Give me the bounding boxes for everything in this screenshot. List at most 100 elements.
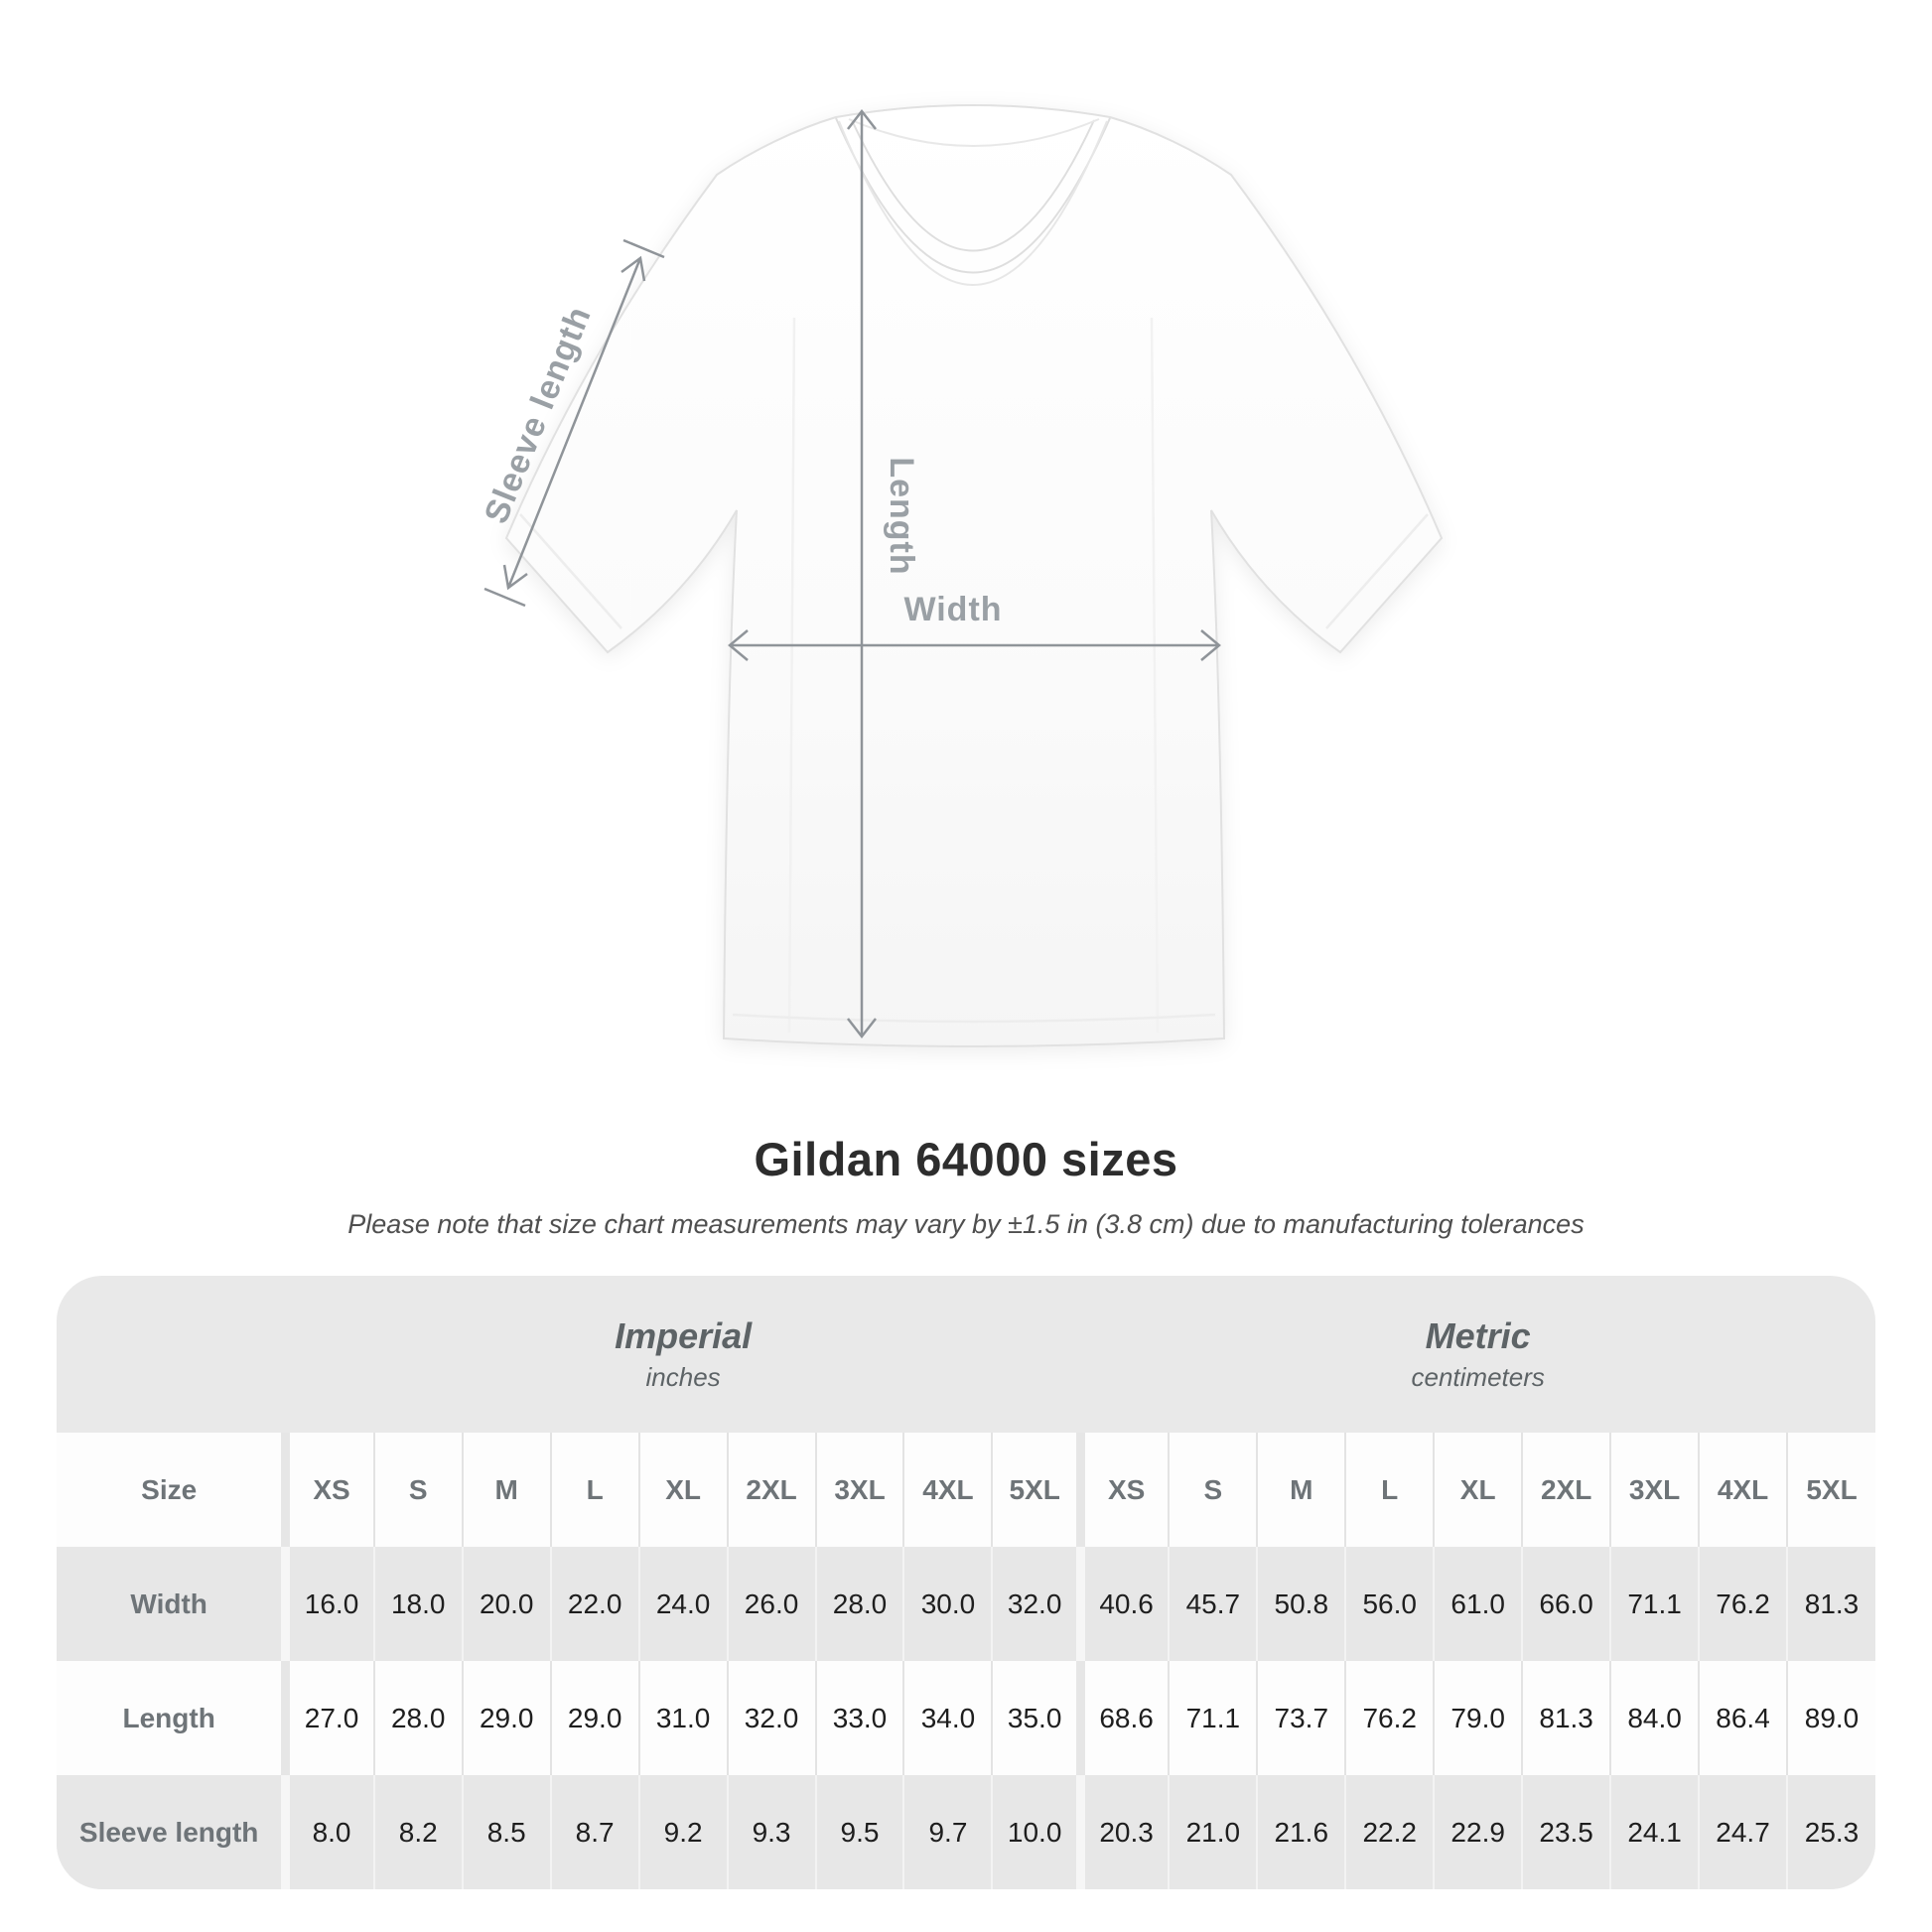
collar [835,117,1111,286]
cell-length-metric-5xl: 89.0 [1786,1661,1875,1775]
cell-sleeve-length-imperial-xl: 9.2 [637,1775,728,1889]
size-col-metric-s: S [1168,1433,1258,1547]
size-table: Imperial inches Metric centimeters Size … [57,1276,1875,1889]
imperial-group-unit: inches [645,1362,721,1393]
cell-sleeve-length-imperial-5xl: 10.0 [991,1775,1081,1889]
cell-sleeve-length-imperial-m: 8.5 [461,1775,551,1889]
cell-sleeve-length-imperial-s: 8.2 [372,1775,463,1889]
metric-group-unit: centimeters [1411,1362,1545,1393]
size-col-metric-xl: XL [1433,1433,1523,1547]
cell-width-imperial-s: 18.0 [372,1547,463,1661]
cell-sleeve-length-metric-xs: 20.3 [1075,1775,1170,1889]
cell-length-imperial-s: 28.0 [372,1661,463,1775]
size-col-metric-5xl: 5XL [1786,1433,1875,1547]
size-col-imperial-l: L [549,1433,639,1547]
cell-width-metric-xs: 40.6 [1075,1547,1170,1661]
sleeve-length-arrow [483,238,665,608]
cell-length-imperial-2xl: 32.0 [726,1661,816,1775]
table-row-sleeve-length: Sleeve length 8.0 8.2 8.5 8.7 9.2 9.3 9.5 9.7 10.… [57,1775,1875,1889]
length-label: Length [883,457,920,575]
cell-sleeve-length-metric-l: 22.2 [1344,1775,1435,1889]
cell-sleeve-length-metric-s: 21.0 [1168,1775,1258,1889]
cell-length-imperial-xl: 31.0 [637,1661,728,1775]
cell-width-metric-xl: 61.0 [1433,1547,1523,1661]
cell-width-imperial-2xl: 26.0 [726,1547,816,1661]
size-column-header: Size [57,1433,286,1547]
size-col-imperial-2xl: 2XL [726,1433,816,1547]
cell-length-metric-xs: 68.6 [1075,1661,1170,1775]
cell-sleeve-length-imperial-4xl: 9.7 [902,1775,993,1889]
size-col-metric-2xl: 2XL [1521,1433,1611,1547]
cell-length-metric-s: 71.1 [1168,1661,1258,1775]
cell-length-imperial-l: 29.0 [549,1661,639,1775]
size-header-row: Size XS S M L XL 2XL 3XL 4XL 5XL XS S M L XL 2XL 3XL 4XL… [57,1433,1875,1547]
imperial-group-name: Imperial [615,1314,753,1356]
tshirt-graphic [504,104,1444,1047]
imperial-group-header: Imperial inches [286,1276,1081,1433]
size-col-imperial-m: M [461,1433,551,1547]
cell-sleeve-length-metric-3xl: 24.1 [1609,1775,1700,1889]
cell-width-imperial-m: 20.0 [461,1547,551,1661]
cell-length-metric-3xl: 84.0 [1609,1661,1700,1775]
size-col-metric-4xl: 4XL [1698,1433,1788,1547]
cell-length-metric-m: 73.7 [1256,1661,1346,1775]
cell-width-metric-s: 45.7 [1168,1547,1258,1661]
cell-width-imperial-xs: 16.0 [281,1547,374,1661]
cell-sleeve-length-metric-5xl: 25.3 [1786,1775,1875,1889]
cell-sleeve-length-metric-m: 21.6 [1256,1775,1346,1889]
cell-sleeve-length-imperial-2xl: 9.3 [726,1775,816,1889]
cell-length-metric-2xl: 81.3 [1521,1661,1611,1775]
size-col-metric-3xl: 3XL [1609,1433,1700,1547]
table-row-width: Width 16.0 18.0 20.0 22.0 24.0 26.0 28.0 30.0 32.… [57,1547,1875,1661]
cell-length-metric-l: 76.2 [1344,1661,1435,1775]
size-col-metric-l: L [1344,1433,1435,1547]
cell-sleeve-length-metric-4xl: 24.7 [1698,1775,1788,1889]
size-col-imperial-3xl: 3XL [814,1433,904,1547]
cell-width-metric-l: 56.0 [1344,1547,1435,1661]
cell-width-imperial-l: 22.0 [549,1547,639,1661]
cell-length-imperial-4xl: 34.0 [902,1661,993,1775]
cell-length-metric-xl: 79.0 [1433,1661,1523,1775]
table-row-length: Length 27.0 28.0 29.0 29.0 31.0 32.0 33.0 34.0 35… [57,1661,1875,1775]
width-label: Width [903,591,1002,628]
size-col-imperial-4xl: 4XL [902,1433,993,1547]
cell-width-imperial-4xl: 30.0 [902,1547,993,1661]
length-arrow [847,108,877,1039]
width-arrow [728,629,1221,661]
size-col-metric-xs: XS [1075,1433,1170,1547]
corner-cell [57,1276,286,1433]
cell-length-imperial-3xl: 33.0 [814,1661,904,1775]
cell-sleeve-length-imperial-xs: 8.0 [281,1775,374,1889]
cell-sleeve-length-metric-xl: 22.9 [1433,1775,1523,1889]
tolerance-note: Please note that size chart measurements… [347,1209,1585,1239]
page-title: Gildan 64000 sizes [754,1133,1178,1185]
unit-group-row: Imperial inches Metric centimeters [57,1276,1875,1433]
fabric-details [519,317,1429,1034]
cell-sleeve-length-imperial-3xl: 9.5 [814,1775,904,1889]
size-col-imperial-xs: XS [281,1433,374,1547]
row-label-width: Width [57,1547,286,1661]
cell-length-imperial-m: 29.0 [461,1661,551,1775]
cell-length-imperial-xs: 27.0 [281,1661,374,1775]
cell-sleeve-length-imperial-l: 8.7 [549,1775,639,1889]
cell-width-imperial-5xl: 32.0 [991,1547,1081,1661]
cell-width-metric-m: 50.8 [1256,1547,1346,1661]
tshirt-diagram: Sleeve length Length Width [478,104,1444,1047]
row-label-sleeve-length: Sleeve length [57,1775,286,1889]
metric-group-name: Metric [1425,1314,1531,1356]
size-col-imperial-5xl: 5XL [991,1433,1081,1547]
metric-group-header: Metric centimeters [1080,1276,1875,1433]
row-label-length: Length [57,1661,286,1775]
size-col-metric-m: M [1256,1433,1346,1547]
size-col-imperial-s: S [372,1433,463,1547]
cell-width-imperial-xl: 24.0 [637,1547,728,1661]
cell-sleeve-length-metric-2xl: 23.5 [1521,1775,1611,1889]
cell-width-metric-3xl: 71.1 [1609,1547,1700,1661]
cell-length-metric-4xl: 86.4 [1698,1661,1788,1775]
size-col-imperial-xl: XL [637,1433,728,1547]
size-table-body: Width 16.0 18.0 20.0 22.0 24.0 26.0 28.0 30.0 32.… [57,1547,1875,1889]
cell-width-metric-4xl: 76.2 [1698,1547,1788,1661]
cell-length-imperial-5xl: 35.0 [991,1661,1081,1775]
cell-width-imperial-3xl: 28.0 [814,1547,904,1661]
